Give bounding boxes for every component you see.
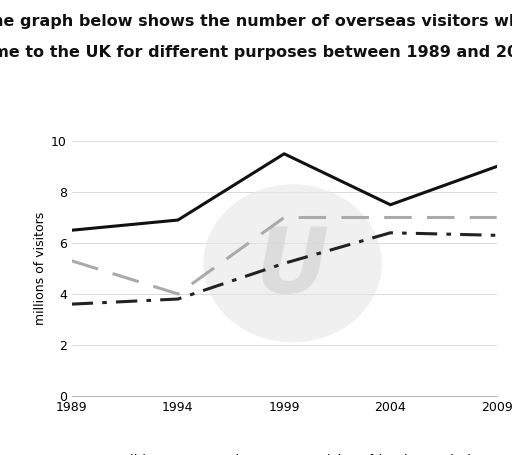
Text: The graph below shows the number of overseas visitors who: The graph below shows the number of over… <box>0 14 512 29</box>
Text: U: U <box>256 224 329 313</box>
Y-axis label: millions of visitors: millions of visitors <box>34 212 47 325</box>
Legend: Holiday, Business, visit to friends or relatives: Holiday, Business, visit to friends or r… <box>69 448 499 455</box>
Text: came to the UK for different purposes between 1989 and 2009: came to the UK for different purposes be… <box>0 46 512 61</box>
Ellipse shape <box>203 184 382 342</box>
